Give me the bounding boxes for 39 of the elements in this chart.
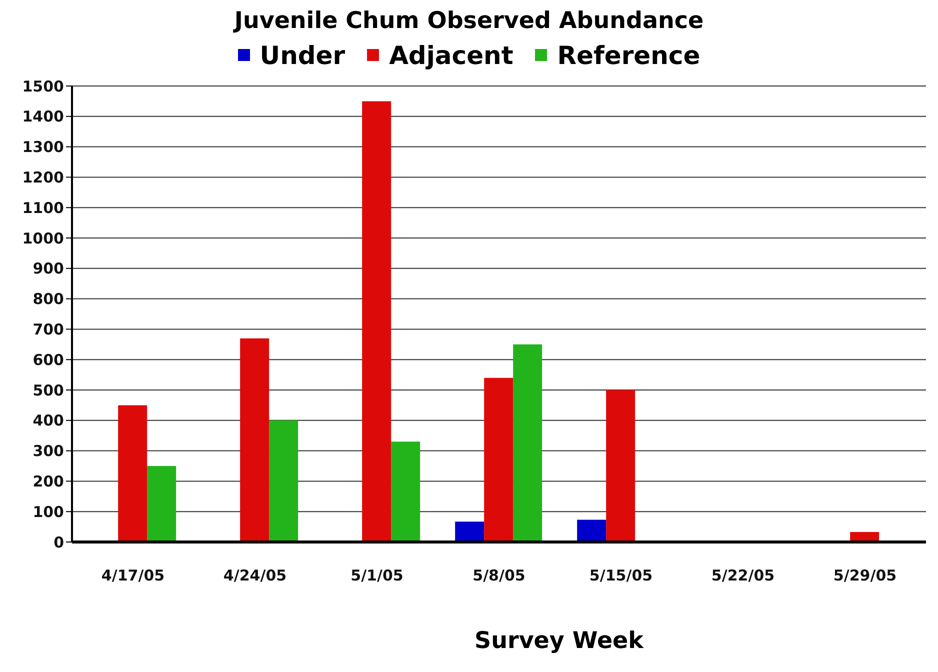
bar — [484, 378, 514, 542]
x-tick-label: 5/8/05 — [472, 566, 526, 585]
y-tick-label: 700 — [32, 320, 64, 339]
bar — [606, 390, 636, 542]
bar — [240, 338, 270, 542]
x-tick-label: 5/29/05 — [833, 566, 897, 585]
legend-label: Reference — [557, 40, 700, 70]
y-tick-label: 300 — [32, 442, 64, 460]
y-tick-label: 0 — [54, 533, 64, 552]
bar — [362, 101, 392, 542]
bar — [577, 520, 606, 542]
bar — [513, 344, 542, 542]
bar — [118, 405, 148, 542]
bar — [391, 442, 420, 542]
y-tick-label: 1100 — [22, 198, 64, 217]
y-tick-label: 800 — [32, 290, 64, 308]
y-tick-label: 1300 — [22, 138, 64, 156]
x-tick-label: 4/17/05 — [101, 566, 165, 585]
y-tick-label: 1400 — [22, 108, 64, 126]
bar — [455, 522, 484, 542]
chart-title: Juvenile Chum Observed Abundance — [232, 8, 705, 36]
y-tick-label: 1200 — [22, 168, 64, 187]
y-tick-label: 1500 — [22, 77, 64, 96]
y-tick-label: 900 — [32, 260, 64, 278]
legend-label: Adjacent — [389, 40, 514, 70]
bar — [147, 466, 176, 542]
legend-label: Under — [260, 40, 346, 70]
y-tick-label: 200 — [32, 472, 64, 491]
x-tick-label: 5/1/05 — [350, 566, 404, 585]
x-tick-label: 5/15/05 — [589, 566, 653, 585]
y-tick-label: 400 — [32, 412, 64, 430]
x-tick-label: 4/24/05 — [223, 566, 287, 585]
x-tick-label: 5/22/05 — [711, 566, 775, 585]
y-tick-label: 100 — [32, 502, 64, 521]
y-tick-label: 600 — [32, 350, 64, 369]
y-tick-label: 500 — [32, 381, 64, 400]
bar — [269, 420, 298, 542]
y-tick-label: 1000 — [22, 229, 64, 248]
x-axis-title: Survey Week — [474, 628, 645, 654]
